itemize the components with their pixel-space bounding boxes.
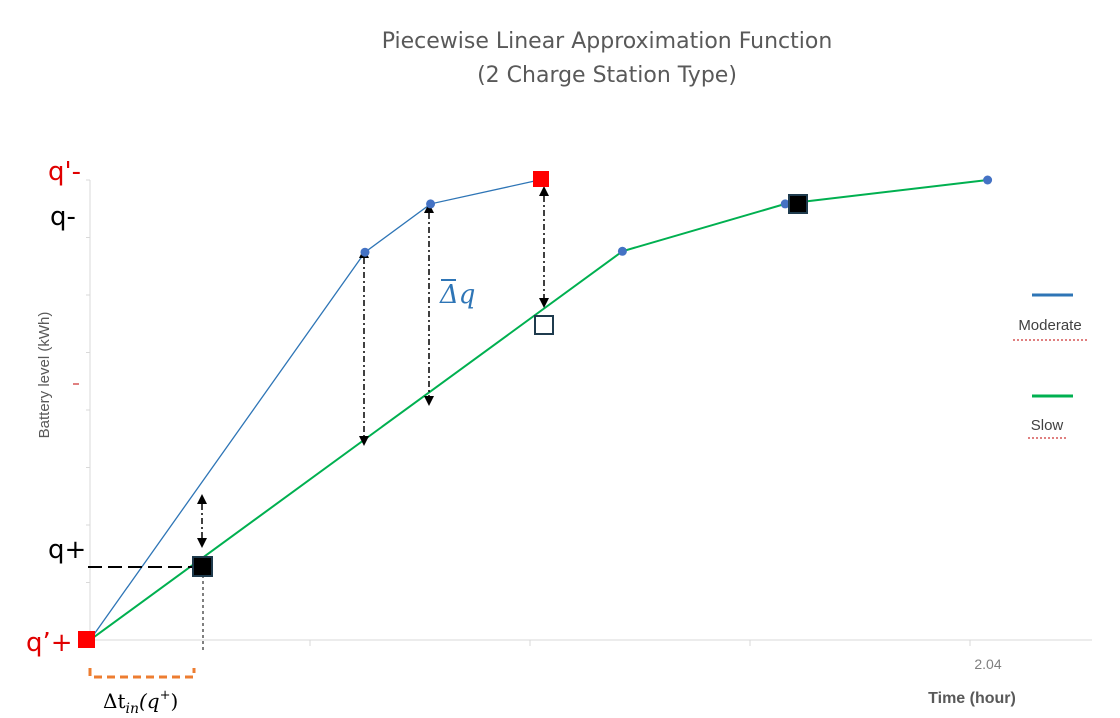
q-minus-marker [788,194,808,214]
projected-marker [534,315,554,335]
arrowhead [197,494,207,504]
gap-arrowheads [197,186,549,548]
series-group [89,179,988,641]
label-q-minus: q- [50,202,76,232]
data-point [426,199,436,209]
legend: Moderate Slow [1013,293,1088,439]
delta-t-close: ) [171,689,179,713]
delta-t-symbol: Δt [103,689,125,713]
data-point [360,247,370,257]
x-tick-label: 2.04 [974,656,1001,672]
legend-label-moderate: Moderate [1018,317,1081,334]
legend-label-slow: Slow [1031,417,1064,434]
delta-t-bracket [88,668,196,679]
y-axis-ticks [86,179,90,641]
q-plus-marker [192,556,213,577]
label-delta-q: Δq [439,280,475,310]
series-line-moderate [89,179,540,641]
arrowhead [359,436,369,446]
delta-t-argument: (q [139,689,160,713]
label-q-plus: q+ [48,535,86,565]
label-delta-t: Δtin(q+) [103,688,178,717]
delta-t-superscript: + [160,688,171,703]
series-line-slow [89,179,988,641]
delta-t-subscript: in [125,701,139,717]
arrowhead [197,538,207,548]
q-plus-prime-marker [78,631,95,648]
label-q-minus-prime: q'- [48,157,81,187]
arrowhead [424,396,434,406]
label-q-plus-prime: q’+ [26,628,73,658]
arrowhead [539,298,549,308]
series-points [360,175,993,257]
chart-title-line-2: (2 Charge Station Type) [477,63,737,88]
q-minus-prime-marker [533,171,549,187]
arrowhead [539,186,549,196]
data-point [983,175,993,185]
chart-title-line-1: Piecewise Linear Approximation Function [382,29,833,54]
data-point [617,246,627,256]
x-axis-label: Time (hour) [928,690,1016,707]
y-axis-label: Battery level (kWh) [36,312,53,439]
gap-arrows [201,196,545,538]
x-axis-ticks [89,640,971,646]
data-point [780,199,790,209]
